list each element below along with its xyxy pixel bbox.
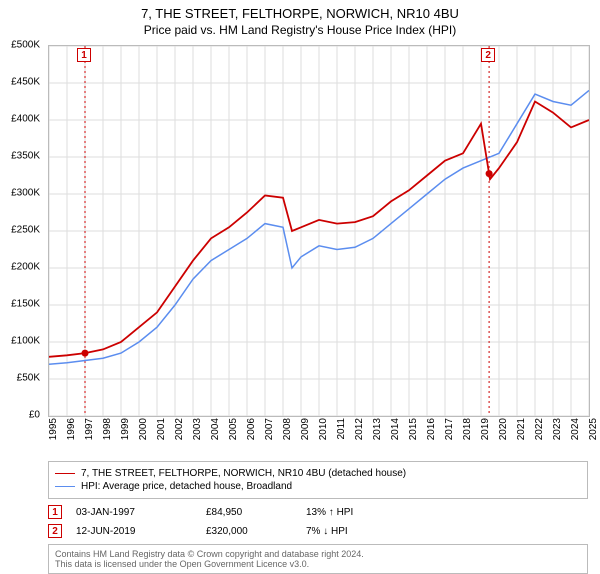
sale-marker-box: 2 <box>481 48 495 62</box>
x-tick-label: 1997 <box>84 418 95 440</box>
x-tick-label: 2012 <box>354 418 365 440</box>
x-tick-label: 2020 <box>498 418 509 440</box>
y-tick-label: £250K <box>11 225 40 236</box>
sale-diff: 13% ↑ HPI <box>306 507 406 518</box>
x-tick-label: 2011 <box>336 418 347 440</box>
title-block: 7, THE STREET, FELTHORPE, NORWICH, NR10 … <box>0 0 600 39</box>
x-tick-label: 2010 <box>318 418 329 440</box>
legend-label: 7, THE STREET, FELTHORPE, NORWICH, NR10 … <box>81 468 406 479</box>
x-tick-label: 2024 <box>570 418 581 440</box>
chart-area: £0£50K£100K£150K£200K£250K£300K£350K£400… <box>48 45 588 415</box>
sale-date: 03-JAN-1997 <box>76 507 206 518</box>
sale-dots <box>82 170 493 356</box>
x-tick-label: 2025 <box>588 418 599 440</box>
sale-row-marker: 1 <box>48 505 62 519</box>
y-tick-label: £350K <box>11 151 40 162</box>
sale-marker-box: 1 <box>77 48 91 62</box>
legend-row: 7, THE STREET, FELTHORPE, NORWICH, NR10 … <box>55 468 581 479</box>
y-tick-label: £450K <box>11 77 40 88</box>
sale-rows: 1 03-JAN-1997£84,95013% ↑ HPI 2 12-JUN-2019… <box>48 505 588 538</box>
x-tick-label: 2003 <box>192 418 203 440</box>
x-tick-label: 2019 <box>480 418 491 440</box>
sale-price: £320,000 <box>206 526 306 537</box>
x-axis-labels: 1995 1996 1997 1998 1999 2000 2001 2002 2003 2004… <box>48 418 588 458</box>
y-axis-labels: £0£50K£100K£150K£200K£250K£300K£350K£400… <box>0 45 44 415</box>
footer-line1: Contains HM Land Registry data © Crown c… <box>55 549 581 559</box>
x-tick-label: 2015 <box>408 418 419 440</box>
y-tick-label: £100K <box>11 336 40 347</box>
sale-price: £84,950 <box>206 507 306 518</box>
x-tick-label: 2005 <box>228 418 239 440</box>
legend-swatch <box>55 473 75 474</box>
footer-line2: This data is licensed under the Open Gov… <box>55 559 581 569</box>
title-line2: Price paid vs. HM Land Registry's House … <box>0 23 600 37</box>
x-tick-label: 1996 <box>66 418 77 440</box>
y-tick-label: £150K <box>11 299 40 310</box>
x-tick-label: 2023 <box>552 418 563 440</box>
x-tick-label: 2021 <box>516 418 527 440</box>
x-tick-label: 2013 <box>372 418 383 440</box>
x-tick-label: 2014 <box>390 418 401 440</box>
x-tick-label: 1998 <box>102 418 113 440</box>
sale-date: 12-JUN-2019 <box>76 526 206 537</box>
y-tick-label: £50K <box>17 373 40 384</box>
x-tick-label: 2009 <box>300 418 311 440</box>
x-tick-label: 2017 <box>444 418 455 440</box>
y-tick-label: £400K <box>11 114 40 125</box>
footer: Contains HM Land Registry data © Crown c… <box>48 544 588 574</box>
x-tick-label: 2016 <box>426 418 437 440</box>
x-tick-label: 1995 <box>48 418 59 440</box>
legend-label: HPI: Average price, detached house, Broa… <box>81 481 292 492</box>
chart-container: 7, THE STREET, FELTHORPE, NORWICH, NR10 … <box>0 0 600 560</box>
y-tick-label: £500K <box>11 40 40 51</box>
y-tick-label: £300K <box>11 188 40 199</box>
sale-marker-dot <box>486 170 493 177</box>
sale-row: 2 12-JUN-2019£320,0007% ↓ HPI <box>48 524 588 538</box>
plot-svg <box>48 45 590 417</box>
x-tick-label: 2000 <box>138 418 149 440</box>
sale-row-marker: 2 <box>48 524 62 538</box>
sale-row: 1 03-JAN-1997£84,95013% ↑ HPI <box>48 505 588 519</box>
sale-diff: 7% ↓ HPI <box>306 526 406 537</box>
x-tick-label: 2002 <box>174 418 185 440</box>
x-tick-label: 2008 <box>282 418 293 440</box>
y-tick-label: £200K <box>11 262 40 273</box>
legend: 7, THE STREET, FELTHORPE, NORWICH, NR10 … <box>48 461 588 499</box>
y-tick-label: £0 <box>29 410 40 421</box>
x-tick-label: 2006 <box>246 418 257 440</box>
x-tick-label: 2004 <box>210 418 221 440</box>
legend-swatch <box>55 486 75 487</box>
x-tick-label: 2018 <box>462 418 473 440</box>
x-tick-label: 2022 <box>534 418 545 440</box>
title-line1: 7, THE STREET, FELTHORPE, NORWICH, NR10 … <box>0 6 600 21</box>
sale-marker-dot <box>82 350 89 357</box>
legend-row: HPI: Average price, detached house, Broa… <box>55 481 581 492</box>
x-tick-label: 1999 <box>120 418 131 440</box>
x-tick-label: 2007 <box>264 418 275 440</box>
x-tick-label: 2001 <box>156 418 167 440</box>
